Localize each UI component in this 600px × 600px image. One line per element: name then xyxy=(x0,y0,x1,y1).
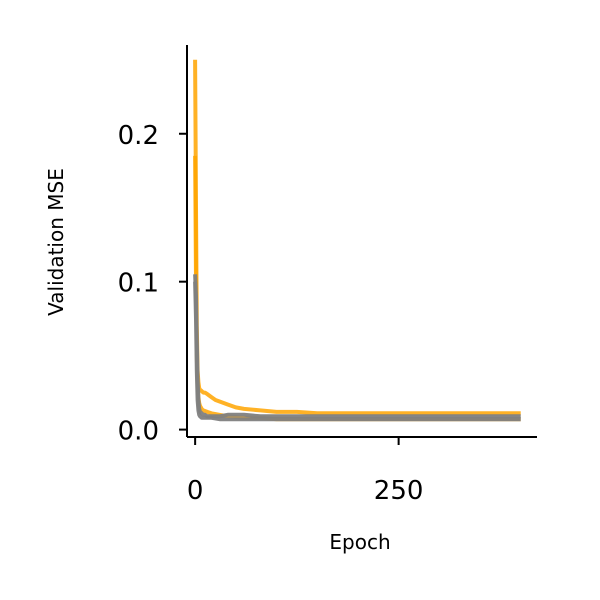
y-axis-title: Validation MSE xyxy=(44,168,68,316)
x-tick-label: 0 xyxy=(187,476,204,506)
plot-series xyxy=(193,59,521,422)
x-axis-title: Epoch xyxy=(329,530,390,554)
series-line-1 xyxy=(193,59,521,416)
x-tick-label: 250 xyxy=(374,476,424,506)
y-tick-label: 0.2 xyxy=(118,121,159,151)
series-line-3 xyxy=(193,274,521,419)
y-ticks: 0.0 0.1 0.2 xyxy=(118,121,187,447)
y-tick-label: 0.0 xyxy=(118,417,159,447)
series-line-4 xyxy=(193,281,521,422)
y-tick-label: 0.1 xyxy=(118,269,159,299)
series-line-2 xyxy=(193,155,521,422)
x-ticks: 0 250 xyxy=(187,437,424,506)
